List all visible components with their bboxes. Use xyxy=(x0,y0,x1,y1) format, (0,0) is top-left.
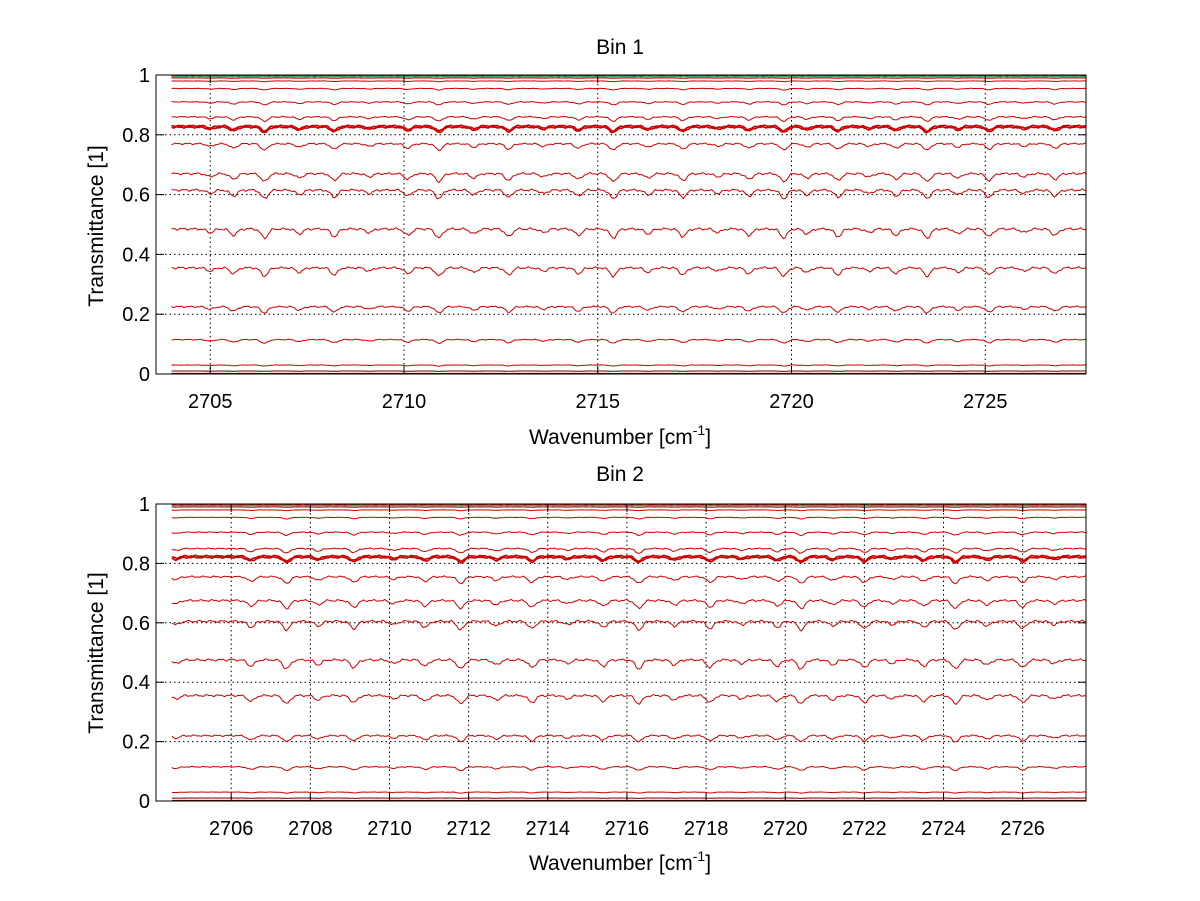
transmittance-series-top xyxy=(171,75,1086,78)
x-tick-label: 2718 xyxy=(684,818,729,840)
transmittance-series xyxy=(171,124,1086,133)
y-tick-label: 0.6 xyxy=(122,613,150,635)
transmittance-series xyxy=(171,619,1086,632)
transmittance-series-top xyxy=(171,504,1086,507)
x-tick-label: 2726 xyxy=(1000,818,1045,840)
x-tick-label: 2715 xyxy=(576,391,621,413)
bin-1-title: Bin 1 xyxy=(596,36,644,59)
x-tick-label: 2714 xyxy=(526,818,571,840)
x-tick-label: 2710 xyxy=(367,818,412,840)
transmittance-series xyxy=(171,227,1086,240)
x-tick-label: 2716 xyxy=(605,818,650,840)
transmittance-series xyxy=(171,87,1086,91)
axes-box xyxy=(155,503,1087,802)
plot-area xyxy=(156,75,1086,374)
transmittance-series xyxy=(171,142,1086,152)
x-tick-label: 2706 xyxy=(209,818,254,840)
y-tick-label: 0.8 xyxy=(122,125,150,147)
x-tick-label: 2710 xyxy=(382,391,427,413)
axes-box xyxy=(155,74,1087,375)
transmittance-series xyxy=(171,693,1086,706)
y-tick-label: 0 xyxy=(139,791,150,813)
x-tick-label: 2712 xyxy=(446,818,491,840)
transmittance-series xyxy=(171,531,1086,537)
bin-2-x-axis-label: Wavenumber [cm-1] xyxy=(529,848,711,875)
transmittance-series xyxy=(171,80,1086,83)
x-tick-label: 2705 xyxy=(188,391,233,413)
series-group xyxy=(171,503,1086,802)
transmittance-series xyxy=(171,657,1086,670)
transmittance-series xyxy=(171,598,1086,610)
transmittance-series xyxy=(171,555,1086,564)
transmittance-series xyxy=(171,77,1086,79)
transmittance-series xyxy=(171,171,1086,184)
transmittance-series xyxy=(171,266,1086,279)
transmittance-series xyxy=(171,305,1086,315)
bin-2-subplot: Bin 2 Wavenumber [cm-1] Transmittance [1… xyxy=(85,463,1087,875)
transmittance-series xyxy=(171,100,1086,106)
transmittance-series xyxy=(171,734,1086,743)
x-tick-label: 2708 xyxy=(288,818,333,840)
transmittance-series xyxy=(171,364,1086,367)
transmittance-series xyxy=(171,509,1086,512)
y-tick-label: 0.2 xyxy=(122,304,150,326)
x-tick-label: 2724 xyxy=(921,818,966,840)
bin-2-y-axis-label: Transmittance [1] xyxy=(85,572,108,733)
y-tick-label: 0 xyxy=(139,364,150,386)
bin-2-title: Bin 2 xyxy=(596,463,644,486)
plot-area xyxy=(156,504,1086,801)
y-tick-label: 1 xyxy=(139,494,150,516)
transmittance-series xyxy=(171,554,1086,563)
transmittance-series xyxy=(171,125,1086,134)
x-tick-label: 2722 xyxy=(842,818,887,840)
transmittance-series xyxy=(171,188,1086,200)
y-tick-label: 0.8 xyxy=(122,553,150,575)
x-tick-label: 2720 xyxy=(769,391,814,413)
bin-1-x-axis-label: Wavenumber [cm-1] xyxy=(529,422,711,449)
bin-1-subplot: Bin 1 Wavenumber [cm-1] Transmittance [1… xyxy=(85,36,1087,449)
transmittance-series xyxy=(171,338,1086,345)
y-tick-label: 1 xyxy=(139,65,150,87)
y-tick-label: 0.2 xyxy=(122,732,150,754)
transmittance-series xyxy=(171,115,1086,123)
x-tick-label: 2720 xyxy=(763,818,808,840)
transmittance-series xyxy=(171,575,1086,585)
series-group xyxy=(171,74,1086,375)
bin-1-y-axis-label: Transmittance [1] xyxy=(85,145,108,306)
transmittance-series xyxy=(171,547,1086,554)
y-tick-label: 0.6 xyxy=(122,185,150,207)
transmittance-series xyxy=(171,791,1086,794)
y-tick-label: 0.4 xyxy=(122,244,150,266)
transmittance-series xyxy=(171,765,1086,772)
y-tick-label: 0.4 xyxy=(122,672,150,694)
x-tick-label: 2725 xyxy=(963,391,1008,413)
transmittance-series xyxy=(171,516,1086,520)
